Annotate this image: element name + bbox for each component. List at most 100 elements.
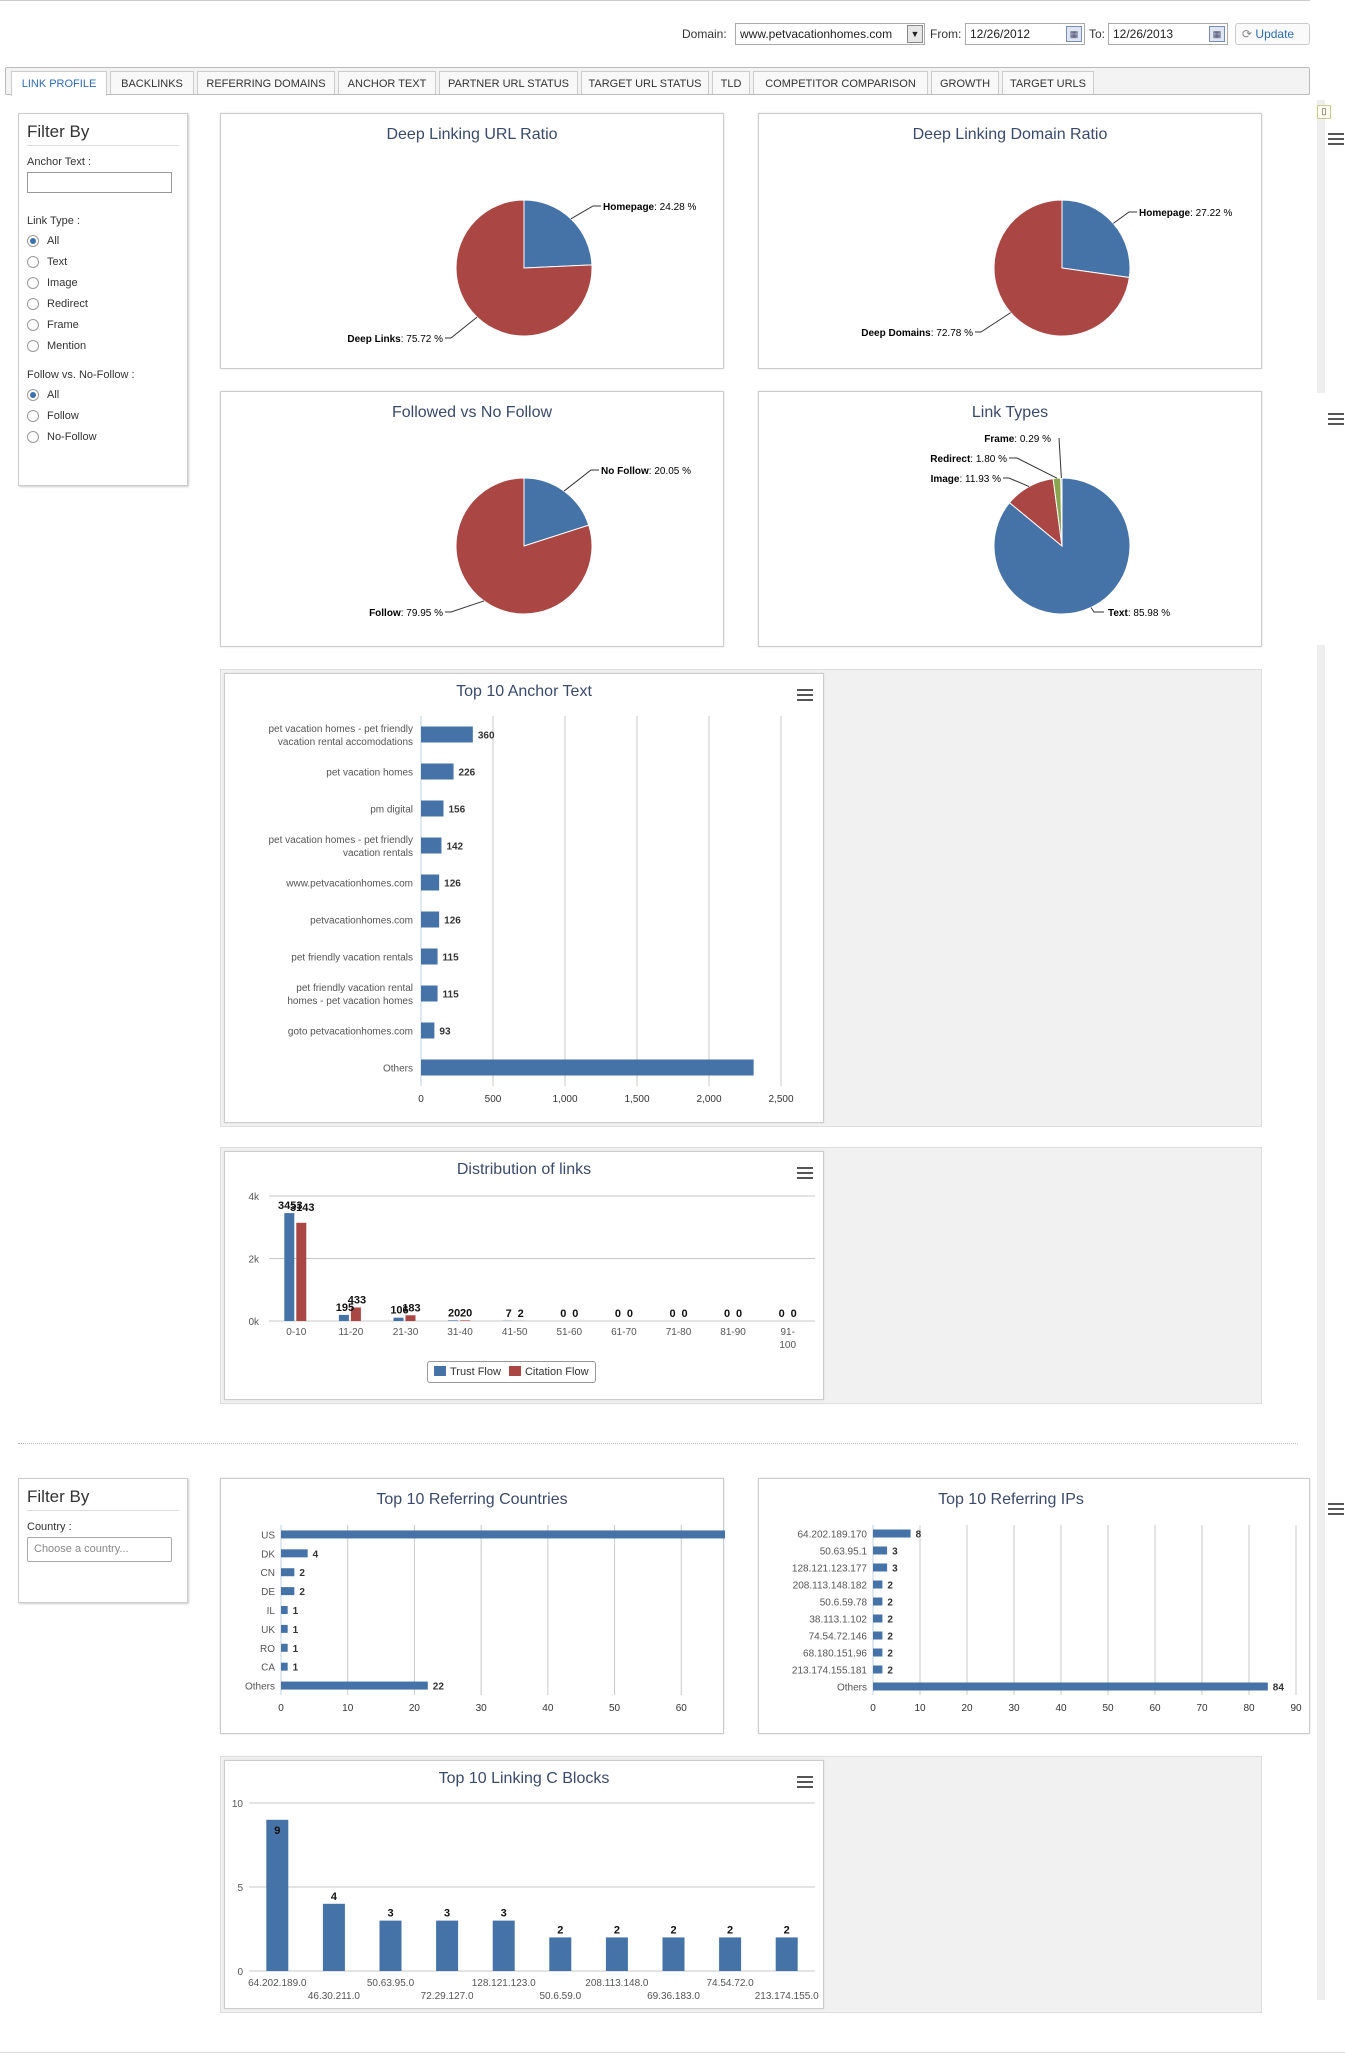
chart-menu-icon[interactable] bbox=[1328, 413, 1344, 425]
radio-button[interactable] bbox=[27, 318, 39, 331]
tab-backlinks[interactable]: BACKLINKS bbox=[110, 71, 194, 94]
domain-select[interactable]: www.petvacationhomes.com ▼ bbox=[735, 23, 925, 45]
data-label: 0 bbox=[560, 1308, 566, 1320]
radio-button[interactable] bbox=[27, 234, 39, 247]
x-tick-label: 74.54.72.0 bbox=[706, 1978, 754, 1989]
scrollbar[interactable] bbox=[1317, 645, 1325, 2000]
radio-link-type-text[interactable]: Text bbox=[27, 252, 179, 271]
x-tick-label: 2,000 bbox=[696, 1094, 721, 1105]
radio-button[interactable] bbox=[27, 339, 39, 352]
scrollbar[interactable] bbox=[1317, 100, 1325, 393]
chart-menu-icon[interactable] bbox=[1328, 1503, 1344, 1515]
anchor-text-input[interactable] bbox=[27, 172, 172, 193]
bar bbox=[421, 1022, 435, 1039]
tab-referring-domains[interactable]: REFERRING DOMAINS bbox=[197, 71, 335, 94]
calendar-icon[interactable]: ▦ bbox=[1209, 26, 1225, 42]
countries-bar-chart: 010203040506070US72DK4CN2DE2IL1UK1RO1CA1… bbox=[245, 1525, 725, 1714]
link-types-pie-chart: Text: 85.98 % Image: 11.93 % Redirect: 1.8… bbox=[930, 434, 1170, 619]
radio-button[interactable] bbox=[27, 255, 39, 268]
category-label: 74.54.72.146 bbox=[809, 1632, 868, 1643]
chart-title: Link Types bbox=[971, 404, 1049, 421]
filter-title: Filter By bbox=[27, 1487, 179, 1511]
x-tick-label: 31-40 bbox=[447, 1327, 473, 1338]
bar bbox=[873, 1648, 883, 1657]
radio-label: Follow bbox=[47, 409, 79, 422]
chart-menu-icon[interactable] bbox=[797, 689, 813, 701]
country-select[interactable]: Choose a country... bbox=[27, 1537, 172, 1562]
radio-follow-follow[interactable]: Follow bbox=[27, 406, 179, 425]
data-label: 1 bbox=[293, 1663, 299, 1674]
tab-competitor-comparison[interactable]: COMPETITOR COMPARISON bbox=[753, 71, 928, 94]
x-tick-label: 90 bbox=[1290, 1703, 1302, 1714]
data-label: 0 bbox=[681, 1308, 687, 1320]
update-button[interactable]: ⟳ Update bbox=[1235, 23, 1310, 45]
radio-button[interactable] bbox=[27, 430, 39, 443]
link-types-panel: Link Types Text: 85.98 % Image: 11.93 % Re… bbox=[758, 391, 1262, 647]
tab-target-urls[interactable]: TARGET URLS bbox=[1002, 71, 1094, 94]
legend-item-citation-flow[interactable]: Citation Flow bbox=[508, 1366, 589, 1378]
data-label: 0 bbox=[724, 1308, 730, 1320]
radio-button[interactable] bbox=[27, 388, 39, 401]
radio-link-type-frame[interactable]: Frame bbox=[27, 315, 179, 334]
x-tick-label: 10 bbox=[914, 1703, 926, 1714]
chart-menu-icon[interactable] bbox=[1328, 133, 1344, 145]
to-date-input[interactable]: 12/26/2013 ▦ bbox=[1108, 23, 1228, 45]
connector-line bbox=[975, 312, 1011, 333]
bottom-border bbox=[0, 2052, 1345, 2053]
radio-button[interactable] bbox=[27, 409, 39, 422]
bar bbox=[421, 726, 473, 743]
radio-follow-nofollow[interactable]: No-Follow bbox=[27, 427, 179, 446]
calendar-icon[interactable]: ▦ bbox=[1066, 26, 1082, 42]
data-label: 2 bbox=[887, 1598, 893, 1609]
tab-anchor-text[interactable]: ANCHOR TEXT bbox=[338, 71, 436, 94]
to-date-value: 12/26/2013 bbox=[1113, 27, 1174, 41]
y-tick-label: 0 bbox=[237, 1967, 243, 1978]
link-type-label: Link Type : bbox=[27, 215, 80, 227]
data-label: 2 bbox=[887, 1615, 893, 1626]
category-label: 213.174.155.181 bbox=[792, 1666, 868, 1677]
radio-label: All bbox=[47, 388, 60, 401]
radio-link-type-mention[interactable]: Mention bbox=[27, 336, 179, 355]
pie-slice bbox=[523, 477, 590, 547]
data-label: 0 bbox=[572, 1308, 578, 1320]
chart-menu-icon[interactable] bbox=[797, 1776, 813, 1788]
slice-value: : 0.29 % bbox=[1014, 434, 1051, 445]
tab-partner-url-status[interactable]: PARTNER URL STATUS bbox=[439, 71, 578, 94]
from-date-input[interactable]: 12/26/2012 ▦ bbox=[965, 23, 1085, 45]
from-label: From: bbox=[930, 27, 962, 41]
chevron-down-icon[interactable]: ▼ bbox=[907, 25, 923, 43]
tab-tld[interactable]: TLD bbox=[712, 71, 750, 94]
bar bbox=[421, 874, 440, 891]
radio-button[interactable] bbox=[27, 297, 39, 310]
bar bbox=[421, 985, 438, 1002]
chart-menu-icon[interactable] bbox=[797, 1167, 813, 1179]
pie-slice bbox=[455, 477, 593, 615]
chart-title: Top 10 Anchor Text bbox=[456, 683, 592, 700]
tab-growth[interactable]: GROWTH bbox=[931, 71, 999, 94]
radio-link-type-all[interactable]: All bbox=[27, 231, 179, 250]
x-tick-label: 213.174.155.0 bbox=[755, 1991, 819, 2002]
slice-name: Deep Domains bbox=[861, 328, 931, 339]
bar-trust-flow bbox=[338, 1314, 349, 1321]
bar bbox=[605, 1937, 628, 1971]
x-tick-label: 70 bbox=[1196, 1703, 1208, 1714]
x-tick-label: 0 bbox=[418, 1094, 424, 1105]
bar bbox=[281, 1662, 288, 1671]
chart-title: Deep Linking Domain Ratio bbox=[912, 126, 1108, 143]
radio-link-type-image[interactable]: Image bbox=[27, 273, 179, 292]
data-label: 0 bbox=[615, 1308, 621, 1320]
slice-name: Homepage bbox=[1139, 208, 1191, 219]
radio-button[interactable] bbox=[27, 276, 39, 289]
radio-follow-all[interactable]: All bbox=[27, 385, 179, 404]
legend-item-trust-flow[interactable]: Trust Flow bbox=[434, 1366, 501, 1378]
tab-target-url-status[interactable]: TARGET URL STATUS bbox=[581, 71, 709, 94]
tab-link-profile[interactable]: LINK PROFILE bbox=[11, 71, 107, 96]
slice-name: Homepage bbox=[603, 202, 655, 213]
x-tick-label: 11-20 bbox=[338, 1327, 363, 1338]
x-tick-label: 20 bbox=[961, 1703, 973, 1714]
bar bbox=[281, 1568, 295, 1577]
clipboard-icon[interactable]: ▯ bbox=[1317, 105, 1331, 119]
x-tick-label: 51-60 bbox=[557, 1327, 583, 1338]
radio-link-type-redirect[interactable]: Redirect bbox=[27, 294, 179, 313]
